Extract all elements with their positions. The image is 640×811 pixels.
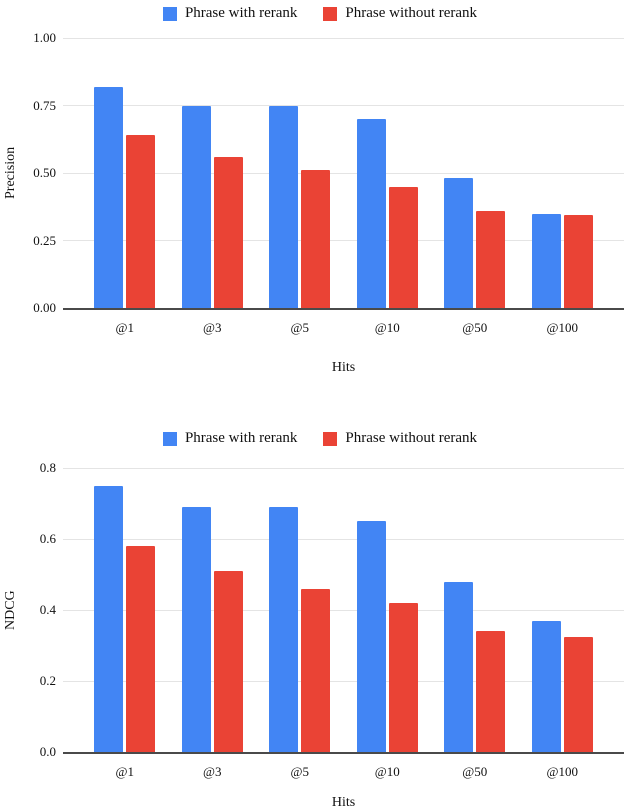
bar-groups xyxy=(63,38,624,308)
legend-swatch-blue-icon xyxy=(162,6,177,21)
legend-swatch-red-icon xyxy=(323,6,338,21)
bar-group-@1 xyxy=(81,468,169,752)
bar-group-@50 xyxy=(431,468,519,752)
bar-@10-without-rerank xyxy=(388,602,418,752)
gridline-0.50 xyxy=(63,172,624,174)
x-tick-label-@50: @50 xyxy=(462,320,488,335)
ndcg-chart: Phrase with rerank Phrase without rerank… xyxy=(0,423,640,811)
y-tick-label-0.50: 0.50 xyxy=(33,165,56,180)
bar-@50-with-rerank xyxy=(444,178,474,308)
bar-group-@10 xyxy=(344,468,432,752)
legend: Phrase with rerank Phrase without rerank xyxy=(0,5,640,22)
y-axis-tick-labels: 0.0 0.2 0.4 0.6 0.8 xyxy=(0,460,56,759)
legend-label: Phrase with rerank xyxy=(184,430,298,446)
bar-group-@50 xyxy=(431,38,519,308)
y-tick-label-0.00: 0.00 xyxy=(33,300,56,315)
precision-chart: Phrase with rerank Phrase without rerank… xyxy=(0,5,640,375)
legend-item-with-rerank: Phrase with rerank xyxy=(162,5,298,22)
gridline-1.00 xyxy=(63,37,624,39)
bar-@5-with-rerank xyxy=(269,105,299,308)
legend-label: Phrase with rerank xyxy=(184,5,298,21)
bar-@5-without-rerank xyxy=(301,170,331,308)
bar-@3-without-rerank xyxy=(213,156,243,308)
bar-group-@100 xyxy=(519,38,607,308)
bar-@5-with-rerank xyxy=(269,507,299,752)
bar-group-@1 xyxy=(81,38,169,308)
bar-group-@3 xyxy=(169,38,257,308)
bar-@10-with-rerank xyxy=(356,119,386,308)
bar-@100-with-rerank xyxy=(531,620,561,752)
gridline-0.6 xyxy=(63,538,624,540)
x-tick-label-@1: @1 xyxy=(115,320,134,335)
x-tick-label-@100: @100 xyxy=(546,320,578,335)
y-tick-label-0.6: 0.6 xyxy=(39,531,56,546)
bar-@3-with-rerank xyxy=(181,105,211,308)
gridline-0.4 xyxy=(63,609,624,611)
bar-@50-without-rerank xyxy=(476,210,506,308)
legend-label: Phrase without rerank xyxy=(345,5,478,21)
y-tick-label-0.8: 0.8 xyxy=(39,460,56,475)
gridline-0.25 xyxy=(63,240,624,241)
x-tick-label-@5: @5 xyxy=(290,320,309,335)
bar-group-@5 xyxy=(256,38,344,308)
plot-area xyxy=(63,467,624,754)
bar-@1-with-rerank xyxy=(94,86,124,308)
legend-item-with-rerank: Phrase with rerank xyxy=(162,430,298,447)
bar-@50-without-rerank xyxy=(476,631,506,752)
x-tick-label-@1: @1 xyxy=(115,764,134,779)
legend-swatch-blue-icon xyxy=(162,431,177,446)
legend-item-without-rerank: Phrase without rerank xyxy=(323,430,477,447)
bar-@3-with-rerank xyxy=(181,507,211,752)
x-tick-label-@10: @10 xyxy=(374,320,400,335)
bar-@5-without-rerank xyxy=(301,588,331,752)
legend-item-without-rerank: Phrase without rerank xyxy=(323,5,477,22)
y-tick-label-0.2: 0.2 xyxy=(39,673,56,688)
bar-@3-without-rerank xyxy=(213,571,243,752)
y-tick-label-0.0: 0.0 xyxy=(39,744,56,759)
gridline-0.8 xyxy=(63,467,624,469)
y-tick-label-0.4: 0.4 xyxy=(39,602,56,617)
bar-@100-without-rerank xyxy=(563,636,593,752)
bar-group-@3 xyxy=(169,468,257,752)
x-tick-label-@100: @100 xyxy=(546,764,578,779)
y-tick-label-1.00: 1.00 xyxy=(33,30,56,45)
x-tick-label-@10: @10 xyxy=(374,764,400,779)
bar-@100-with-rerank xyxy=(531,213,561,308)
bar-@1-without-rerank xyxy=(126,546,156,752)
x-axis-title: Hits xyxy=(331,360,356,375)
plot-area xyxy=(63,37,624,310)
bar-@1-without-rerank xyxy=(126,135,156,308)
bar-group-@5 xyxy=(256,468,344,752)
bar-group-@10 xyxy=(344,38,432,308)
bar-@50-with-rerank xyxy=(444,581,474,752)
y-axis-tick-labels: 0.00 0.25 0.50 0.75 1.00 xyxy=(0,30,56,315)
x-axis-tick-labels: @1 @3 @5 @10 @50 @100 xyxy=(63,320,624,336)
gridline-0.2 xyxy=(63,680,624,682)
bar-@10-with-rerank xyxy=(356,521,386,752)
bar-@1-with-rerank xyxy=(94,485,124,752)
x-tick-label-@3: @3 xyxy=(203,320,222,335)
bar-@100-without-rerank xyxy=(563,214,593,308)
legend-label: Phrase without rerank xyxy=(345,430,478,446)
gridline-0.75 xyxy=(63,105,624,106)
legend-swatch-red-icon xyxy=(323,431,338,446)
x-axis-title: Hits xyxy=(331,795,356,810)
bar-group-@100 xyxy=(519,468,607,752)
y-tick-label-0.25: 0.25 xyxy=(33,232,56,248)
bar-groups xyxy=(63,468,624,752)
legend: Phrase with rerank Phrase without rerank xyxy=(0,430,640,447)
bar-@10-without-rerank xyxy=(388,186,418,308)
x-tick-label-@5: @5 xyxy=(290,764,309,779)
x-tick-label-@3: @3 xyxy=(203,764,222,779)
x-axis-tick-labels: @1 @3 @5 @10 @50 @100 xyxy=(63,764,624,780)
y-tick-label-0.75: 0.75 xyxy=(33,97,56,113)
x-tick-label-@50: @50 xyxy=(462,764,488,779)
